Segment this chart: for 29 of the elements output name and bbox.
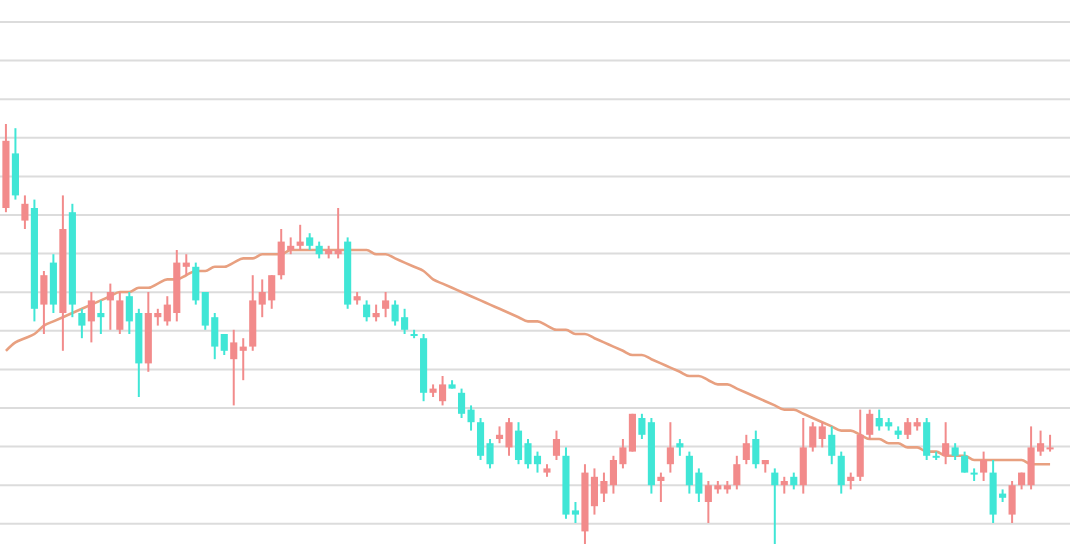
candlestick (116, 291, 124, 335)
candlestick (980, 450, 988, 482)
candlestick (49, 253, 57, 314)
candlestick (799, 417, 807, 495)
candlestick (866, 408, 874, 440)
candlestick (78, 307, 86, 340)
candlestick (666, 421, 674, 474)
candlestick (657, 471, 665, 503)
candlestick (733, 454, 741, 491)
candlestick (382, 291, 390, 319)
candlestick (1008, 480, 1016, 524)
candlestick (771, 467, 779, 545)
candlestick (87, 291, 95, 344)
candlestick (21, 194, 29, 230)
candlestick (11, 127, 19, 201)
candlestick (296, 223, 304, 251)
candlestick (40, 270, 48, 335)
candlestick (942, 421, 950, 466)
candlestick (856, 408, 864, 482)
candlestick (752, 429, 760, 470)
candlestick (742, 433, 750, 466)
candlestick (552, 429, 561, 461)
candlestick (97, 299, 105, 335)
candlestick (923, 417, 931, 461)
candlestick (106, 282, 114, 331)
candlestick (961, 450, 969, 474)
candlestick (837, 450, 845, 495)
candlestick (363, 299, 371, 323)
candlestick (828, 425, 836, 466)
